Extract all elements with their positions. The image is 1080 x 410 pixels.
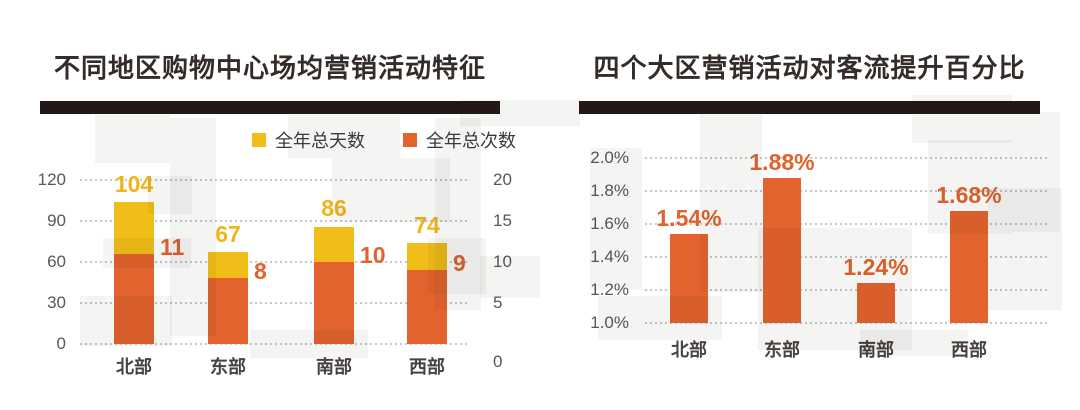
left-y-tick-label: 90 — [47, 211, 66, 230]
left-chart-title: 不同地区购物中心场均营销活动特征 — [53, 53, 486, 83]
category-label: 东部 — [764, 340, 800, 360]
bar-total-times — [407, 270, 447, 344]
gridline — [80, 220, 470, 222]
watermark-block — [95, 115, 170, 163]
legend: 全年总天数 全年总次数 — [252, 127, 516, 153]
right-title-divider — [579, 101, 1040, 114]
days-value-label: 86 — [321, 195, 347, 222]
gridline — [645, 157, 1050, 159]
gridline — [645, 256, 1050, 258]
category-label: 南部 — [316, 357, 352, 377]
legend-swatch-days — [252, 133, 266, 147]
days-value-label: 67 — [215, 221, 241, 248]
traffic-lift-bar — [670, 233, 708, 323]
legend-label-times: 全年总次数 — [426, 131, 516, 151]
traffic-lift-bar — [857, 283, 895, 323]
right-y-tick-label: 15 — [493, 211, 512, 230]
bar-total-times — [314, 262, 354, 344]
bar-total-times — [208, 278, 248, 344]
gridline — [80, 302, 470, 304]
left-y-tick-label: 120 — [37, 170, 66, 189]
y-tick-label: 2.0% — [590, 148, 629, 167]
right-y-tick-label: 5 — [493, 293, 503, 312]
gridline — [645, 223, 1050, 225]
times-value-label: 11 — [160, 233, 185, 260]
right-y-tick-label: 20 — [493, 170, 512, 189]
gridline — [645, 289, 1050, 291]
legend-item-times: 全年总次数 — [403, 127, 516, 153]
gridline — [80, 343, 470, 345]
category-label: 东部 — [210, 357, 246, 377]
y-tick-label: 1.4% — [590, 247, 629, 266]
times-value-label: 9 — [453, 250, 466, 277]
traffic-lift-bar — [950, 210, 988, 323]
gridline — [80, 261, 470, 263]
right-y-tick-label: 10 — [493, 252, 512, 271]
y-tick-label: 1.6% — [590, 214, 629, 233]
traffic-value-label: 1.54% — [656, 204, 722, 231]
days-value-label: 104 — [114, 170, 154, 197]
times-value-label: 10 — [360, 242, 386, 268]
right-chart-plot: 1.0% 1.2% 1.4% 1.6% 1.8% 2.0% 1.54% 北部 1.88% 东部 1.… — [590, 149, 1050, 360]
traffic-value-label: 1.68% — [936, 181, 1002, 208]
gridline — [80, 179, 470, 181]
y-tick-label: 1.8% — [590, 181, 629, 200]
bar-total-times — [114, 253, 154, 344]
traffic-value-label: 1.24% — [843, 254, 909, 281]
legend-label-days: 全年总天数 — [275, 131, 365, 151]
traffic-value-label: 1.88% — [749, 148, 815, 175]
legend-swatch-times — [403, 133, 417, 147]
left-title-divider — [40, 101, 500, 114]
right-chart-title: 四个大区营销活动对客流提升百分比 — [593, 53, 1026, 83]
left-y-tick-label: 30 — [47, 293, 66, 312]
category-label: 北部 — [116, 357, 152, 377]
left-chart-plot: 0 0 30 5 60 10 90 15 120 20 104 11 北部 67 8 东部 86 10 南部 74 9 西… — [38, 171, 512, 378]
y-tick-label: 1.0% — [590, 313, 629, 332]
category-label: 西部 — [409, 357, 445, 377]
left-y-tick-label: 60 — [47, 252, 66, 271]
traffic-lift-bar — [763, 177, 801, 323]
category-label: 北部 — [671, 340, 707, 360]
y-tick-label: 1.2% — [590, 280, 629, 299]
legend-item-days: 全年总天数 — [252, 127, 365, 153]
gridline — [645, 190, 1050, 192]
category-label: 西部 — [951, 340, 987, 360]
times-value-label: 8 — [254, 258, 267, 285]
days-value-label: 74 — [414, 211, 440, 238]
category-label: 南部 — [858, 340, 894, 360]
left-y-tick-label: 0 — [56, 334, 66, 353]
right-y-tick-label: 0 — [493, 352, 503, 371]
gridline — [645, 322, 1050, 324]
